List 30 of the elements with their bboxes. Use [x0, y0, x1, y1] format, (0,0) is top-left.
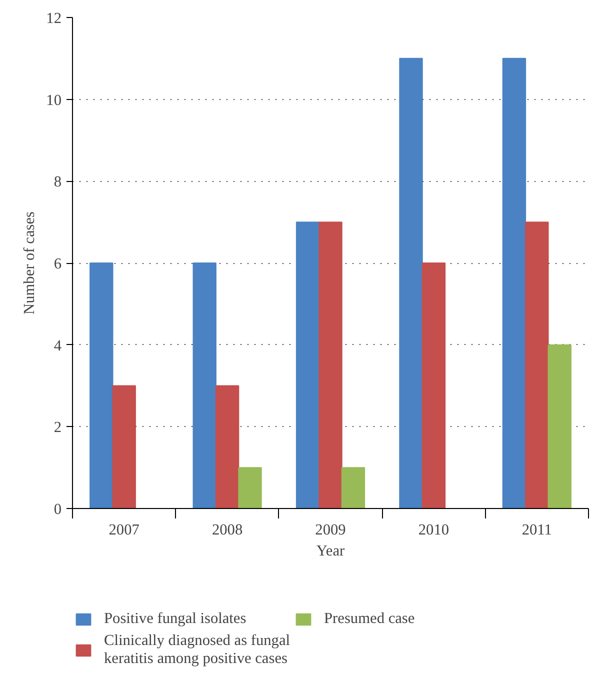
- legend-label: Clinically diagnosed as fungal keratitis among positive cases: [104, 632, 290, 668]
- bar: [112, 385, 136, 508]
- bar: [238, 467, 262, 508]
- x-axis-title: Year: [316, 542, 345, 560]
- bar: [399, 58, 423, 508]
- bar: [90, 262, 114, 508]
- bar: [502, 58, 526, 508]
- y-tick-label: 4: [54, 337, 62, 354]
- y-tick-label: 8: [54, 174, 62, 191]
- y-tick-label: 10: [46, 92, 62, 109]
- x-tick-label: 2011: [522, 522, 552, 538]
- bar: [318, 222, 342, 508]
- x-tick-label: 2007: [108, 522, 140, 538]
- bar: [215, 385, 240, 508]
- bar: [192, 262, 216, 508]
- legend-label: Positive fungal isolates: [104, 610, 246, 628]
- x-tick-label: 2009: [315, 522, 346, 538]
- legend-label: Presumed case: [324, 610, 415, 628]
- y-tick-label: 6: [54, 256, 62, 272]
- bar: [525, 222, 549, 508]
- bar: [422, 262, 446, 508]
- y-tick-label: 12: [46, 10, 62, 27]
- y-tick-label: 0: [54, 501, 62, 518]
- bar: [548, 344, 572, 508]
- bar: [296, 222, 320, 508]
- y-tick-label: 2: [54, 419, 62, 436]
- x-tick-label: 2010: [418, 522, 450, 538]
- x-tick-label: 2008: [212, 522, 243, 538]
- bar: [341, 467, 366, 508]
- y-axis-title: Number of cases: [21, 211, 38, 314]
